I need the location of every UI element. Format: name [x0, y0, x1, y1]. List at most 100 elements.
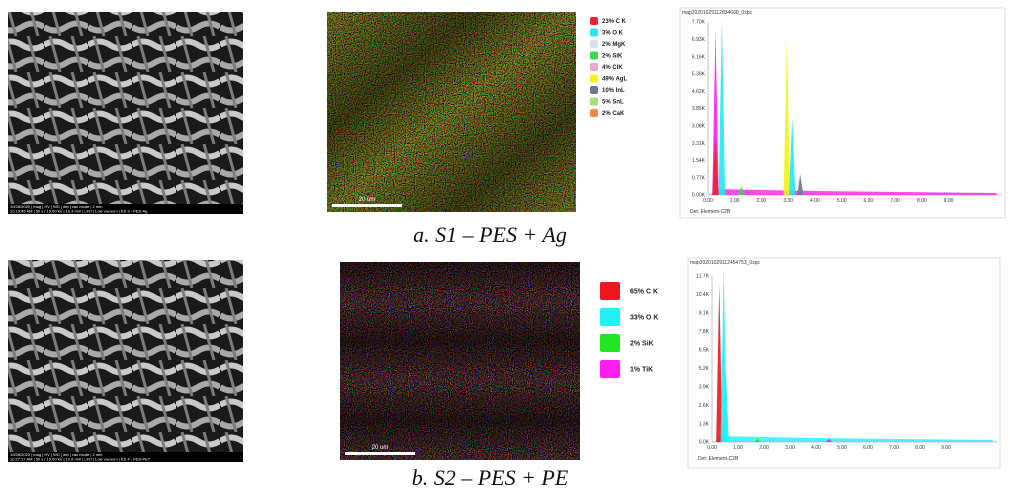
sem-info: 10/28/2020 | mag | HV | WD | det | vac m…: [10, 204, 103, 209]
legend-swatch: [600, 360, 620, 378]
y-tick-label: 0.77K: [692, 175, 706, 181]
sem-info: 10/28/2020 | mag | HV | WD | det | vac m…: [10, 452, 103, 457]
legend-label: 2% SiK: [630, 340, 654, 347]
scale-bar: [345, 452, 415, 455]
x-tick-label: 5.00: [837, 198, 847, 204]
spectrum-peak: [716, 284, 723, 442]
spectrum-continuum: [710, 189, 997, 195]
y-tick-label: 7.8K: [699, 329, 710, 335]
scale-label: 20 um: [359, 197, 376, 203]
legend-label: 1% TiK: [630, 366, 653, 373]
y-tick-label: 2.6K: [699, 403, 710, 409]
x-tick-label: 4.00: [811, 445, 821, 451]
sem-info: 10:19:45 AM | 50 x | 15.00 kV | 10.3 mm …: [10, 209, 147, 214]
sem-image: [8, 260, 243, 462]
y-tick-label: 1.3K: [699, 421, 710, 427]
y-tick-label: 4.62K: [692, 89, 706, 95]
x-tick-label: 9.00: [944, 198, 954, 204]
y-tick-label: 3.9K: [699, 384, 710, 390]
y-tick-label: 3.08K: [692, 124, 706, 130]
spectrum-title: map20201029112834668_0spc: [682, 10, 752, 16]
spectrum-continuum: [714, 436, 993, 442]
scale-label: 20 um: [372, 445, 389, 451]
y-tick-label: 6.93K: [692, 37, 706, 43]
legend-label: 49% AgL: [602, 77, 627, 83]
legend-label: 2% SiK: [602, 54, 623, 60]
detector-label: Det: Element-C2B: [698, 456, 739, 462]
x-tick-label: 4.00: [810, 198, 820, 204]
x-tick-label: 0.00: [707, 445, 717, 451]
legend-swatch: [590, 74, 598, 83]
y-tick-label: 11.7K: [696, 274, 709, 280]
legend-swatch: [590, 86, 598, 94]
eds-map-shade: [327, 12, 576, 212]
x-tick-label: 2.00: [757, 198, 767, 204]
legend-swatch: [590, 97, 598, 106]
spectrum-frame: [687, 257, 1001, 469]
legend-label: 3% O K: [602, 31, 624, 37]
x-tick-label: 0.00: [703, 198, 713, 204]
legend-label: 33% O K: [630, 314, 658, 321]
spectrum-peak: [718, 18, 726, 195]
x-tick-label: 3.00: [785, 445, 795, 451]
x-tick-label: 7.00: [889, 445, 899, 451]
x-tick-label: 2.00: [759, 445, 769, 451]
spectrum-peak: [754, 438, 761, 442]
spectrum-peak: [825, 438, 833, 442]
x-tick-label: 6.00: [863, 445, 873, 451]
spectrum-frame: [679, 7, 1006, 219]
x-tick-label: 1.00: [733, 445, 743, 451]
y-tick-label: 10.4K: [696, 292, 710, 298]
x-tick-label: 7.00: [890, 198, 900, 204]
sem-info-bar: [8, 204, 243, 214]
legend-label: 2% CaK: [602, 111, 625, 117]
sem-info: 10:27:17 AM | 50 x | 15.00 kV | 10.5 mm …: [10, 457, 151, 462]
spectrum-peak: [738, 186, 745, 195]
x-tick-label: 8.00: [915, 445, 925, 451]
spectrum-peak: [788, 117, 796, 195]
legend-label: 5% SnL: [602, 100, 624, 106]
y-tick-label: 2.31K: [692, 141, 706, 147]
legend-swatch: [590, 63, 598, 71]
x-tick-label: 3.00: [783, 198, 793, 204]
legend-swatch: [600, 334, 620, 352]
eds-map-shade: [340, 262, 580, 460]
scale-bar: [332, 204, 402, 207]
legend-swatch: [590, 51, 598, 60]
legend-swatch: [590, 109, 598, 117]
legend-swatch: [600, 308, 620, 326]
caption: b. S2 – PES + PE: [412, 465, 569, 490]
legend-swatch: [590, 17, 598, 25]
y-tick-label: 0.00K: [692, 193, 706, 199]
detector-label: Det: Element-C2B: [690, 209, 731, 215]
spectrum-peak: [783, 39, 791, 195]
spectrum-title: map20201029112454753_0spc: [690, 260, 760, 266]
spectrum-peak: [797, 174, 804, 195]
y-tick-label: 7.70K: [692, 20, 706, 26]
sem-image: [8, 12, 243, 214]
spectrum-peak: [712, 30, 719, 196]
legend-swatch: [590, 28, 598, 37]
y-tick-label: 5.2K: [699, 366, 710, 372]
y-tick-label: 9.1K: [699, 311, 710, 317]
x-tick-label: 5.00: [837, 445, 847, 451]
y-tick-label: 1.54K: [692, 158, 706, 164]
spectrum-peak: [712, 134, 719, 195]
legend-swatch: [590, 40, 598, 48]
spectrum-peak: [722, 367, 729, 442]
x-tick-label: 9.00: [941, 445, 951, 451]
legend-label: 4% ClK: [602, 65, 623, 71]
y-tick-label: 6.16K: [692, 54, 706, 60]
legend-label: 2% MgK: [602, 42, 626, 48]
legend-label: 10% InL: [602, 88, 625, 94]
y-tick-label: 0.0K: [699, 440, 710, 446]
legend-label: 23% C K: [602, 19, 627, 25]
sem-info-bar: [8, 452, 243, 462]
y-tick-label: 6.5K: [699, 347, 710, 353]
caption: a. S1 – PES + Ag: [413, 222, 567, 247]
x-tick-label: 6.00: [863, 198, 873, 204]
x-tick-label: 1.00: [730, 198, 740, 204]
y-tick-label: 5.39K: [692, 72, 706, 78]
x-tick-label: 8.00: [917, 198, 927, 204]
